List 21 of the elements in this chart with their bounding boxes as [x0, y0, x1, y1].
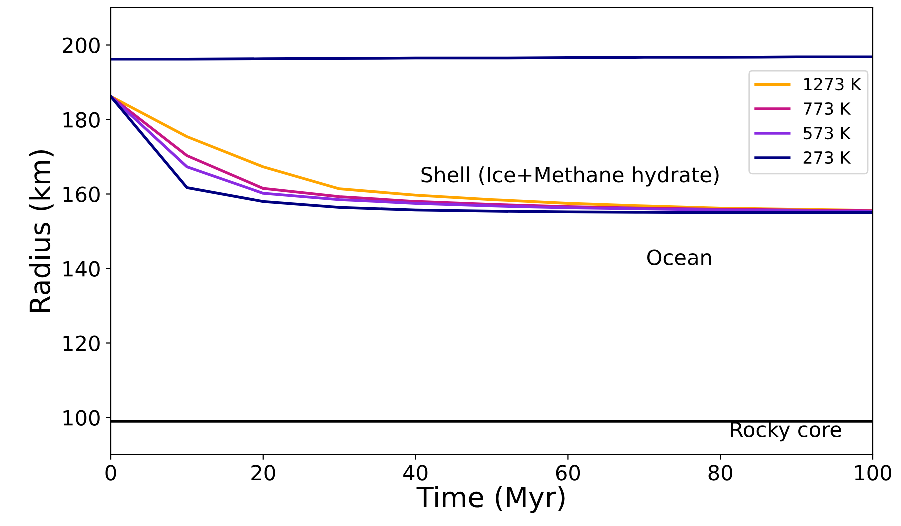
- annotation: Ocean: [648, 250, 712, 266]
- y-tick-label: 120: [64, 336, 100, 352]
- x-tick-label: 80: [708, 465, 732, 481]
- x-tick-label: 60: [556, 465, 580, 481]
- y-tick-label: 100: [64, 410, 100, 426]
- x-tick-label: 20: [252, 465, 276, 481]
- x-tick-label: 0: [106, 465, 116, 481]
- x-tick-label: 40: [404, 465, 428, 481]
- x-axis-title: Time (Myr): [416, 486, 565, 514]
- legend-label: 573 K: [804, 127, 852, 140]
- y-axis-title: Radius (km): [29, 150, 54, 312]
- legend-label: 773 K: [804, 102, 852, 116]
- legend-label: 273 K: [804, 151, 852, 164]
- annotation: Shell (Ice+Methane hydrate): [422, 166, 719, 187]
- y-tick-label: 200: [63, 38, 100, 54]
- y-tick-label: 140: [64, 261, 100, 277]
- y-tick-label: 160: [64, 186, 100, 202]
- legend-label: 1273 K: [804, 78, 862, 91]
- annotation: Rocky core: [731, 421, 842, 442]
- y-tick-label: 180: [64, 112, 100, 128]
- x-tick-label: 100: [855, 465, 892, 481]
